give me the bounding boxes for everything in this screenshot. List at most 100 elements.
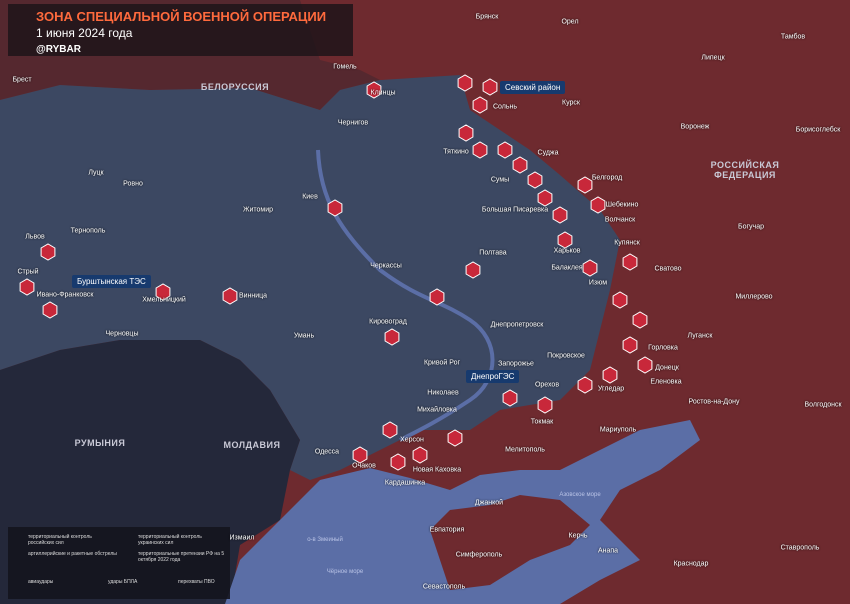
legend-item: перехваты ПВО [178, 579, 215, 585]
legend-item: артиллерийские и ракетные обстрелы [28, 551, 117, 557]
strike-marker [502, 389, 518, 407]
strike-marker [632, 311, 648, 329]
legend-item: территориальный контроль российских сил [28, 534, 92, 546]
city-label: Тернополь [70, 227, 106, 235]
brand: @RYBAR [36, 44, 81, 55]
city-label: Умань [293, 332, 315, 340]
city-label: Запорожье [498, 360, 534, 368]
city-label: Горловка [648, 344, 678, 352]
city-label: Кривой Рог [423, 359, 461, 367]
country-label: РОССИЙСКАЯ ФЕДЕРАЦИЯ [710, 160, 780, 180]
city-label: Чернигов [337, 119, 369, 127]
city-label: Краснодар [673, 560, 709, 568]
city-label: Липецк [701, 54, 725, 62]
city-label: Сумы [490, 176, 510, 184]
legend-item: территориальный контроль украинских сил [138, 534, 202, 546]
callout: Бурштынская ТЭС [72, 275, 151, 288]
strike-marker [612, 291, 628, 309]
city-label: Измаил [229, 534, 255, 542]
strike-marker [482, 78, 498, 96]
city-label: Покровское [547, 352, 585, 360]
callout: Севский район [500, 81, 566, 94]
strike-marker [155, 283, 171, 301]
city-label: Ростов-на-Дону [688, 398, 740, 406]
strike-marker [40, 243, 56, 261]
city-label: Евпатория [429, 526, 465, 534]
city-label: Михайловка [417, 406, 457, 414]
strike-marker [602, 366, 618, 384]
strike-marker [527, 171, 543, 189]
strike-marker [429, 288, 445, 306]
ukraine [0, 75, 620, 480]
city-label: Борисоглебск [795, 126, 841, 134]
city-label: Сольнь [492, 103, 518, 111]
strike-marker [458, 124, 474, 142]
city-label: Днепропетровск [490, 321, 544, 329]
strike-marker [42, 301, 58, 319]
city-label: Ровно [123, 180, 143, 188]
strike-marker [472, 96, 488, 114]
crimea [430, 495, 590, 590]
city-label: Очаков [352, 462, 376, 470]
markers [19, 74, 653, 471]
city-label: Орел [561, 18, 579, 26]
strike-marker [582, 259, 598, 277]
strike-marker [222, 287, 238, 305]
city-label: Большая Писаревка [481, 206, 549, 214]
strike-marker [465, 261, 481, 279]
strike-marker [497, 141, 513, 159]
city-label: Анапа [597, 547, 619, 555]
city-label: Ивано-Франковск [36, 291, 94, 299]
city-label: Угледар [597, 385, 625, 393]
city-label: Купянск [614, 239, 640, 247]
city-label: Харьков [553, 247, 581, 255]
city-label: Орехов [534, 381, 560, 389]
strike-marker [384, 328, 400, 346]
city-label: Житомир [242, 206, 274, 214]
city-label: Волчанск [604, 216, 636, 224]
strike-marker [457, 74, 473, 92]
city-label: Богучар [738, 223, 764, 231]
country-label: РУМЫНИЯ [74, 438, 126, 448]
city-label: Тамбов [780, 33, 806, 41]
legend-item: территориальные претензии РФ на 5 октябр… [138, 551, 225, 563]
city-label: Клинцы [370, 89, 396, 97]
strike-marker [622, 336, 638, 354]
strike-marker [637, 356, 653, 374]
city-label: Симферополь [455, 551, 503, 559]
sea-label: о-в Змеиный [307, 537, 343, 543]
city-label: Кардашинка [384, 479, 426, 487]
city-label: Севастополь [422, 583, 466, 591]
city-label: Винница [238, 292, 268, 300]
sea-label: Азовское море [559, 492, 601, 498]
city-label: Кировоград [369, 318, 407, 326]
country-label: МОЛДАВИЯ [223, 440, 281, 450]
city-label: Балаклея [551, 264, 583, 272]
city-label: Луганск [687, 332, 713, 340]
strike-marker [447, 429, 463, 447]
city-label: Джанкой [474, 499, 504, 507]
strike-marker [19, 278, 35, 296]
city-label: Воронеж [680, 123, 710, 131]
strike-marker [366, 81, 382, 99]
city-label: Донецк [655, 364, 679, 372]
city-label: Мариуполь [599, 426, 637, 434]
strike-marker [382, 421, 398, 439]
strike-marker [512, 156, 528, 174]
city-label: Стрый [17, 268, 39, 276]
legend-item: авиаудары [28, 579, 54, 585]
country-label: БЕЛОРУССИЯ [200, 82, 270, 92]
sea-label: Чёрное море [326, 569, 364, 575]
strike-marker [412, 446, 428, 464]
city-label: Николаев [427, 389, 459, 397]
legend-item: удары БПЛА [108, 579, 138, 585]
callout: ДнепроГЭС [466, 370, 520, 383]
strike-marker [590, 196, 606, 214]
city-label: Львов [25, 233, 45, 241]
city-label: Керчь [568, 532, 588, 540]
strike-marker [352, 446, 368, 464]
city-label: Брест [12, 76, 32, 84]
strike-marker [390, 453, 406, 471]
dnieper [316, 149, 495, 442]
